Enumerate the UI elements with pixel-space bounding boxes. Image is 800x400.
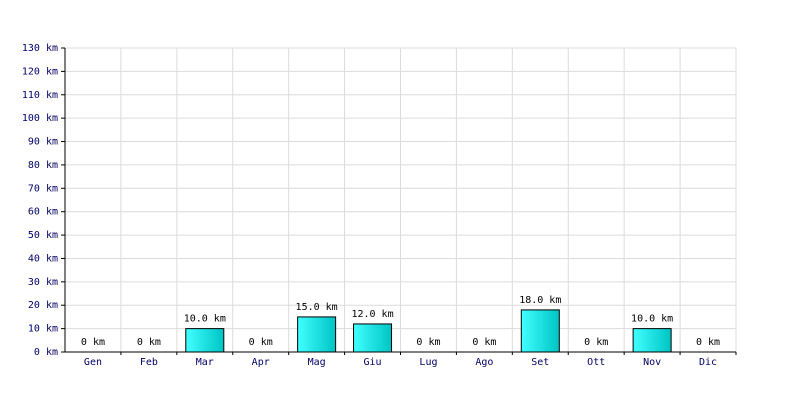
- y-tick-label: 10 km: [28, 324, 58, 335]
- x-tick-label: Apr: [252, 357, 270, 368]
- value-label: 18.0 km: [519, 295, 561, 306]
- value-label: 0 km: [81, 337, 105, 348]
- x-tick-label: Dic: [699, 357, 717, 368]
- x-tick-label: Feb: [140, 357, 158, 368]
- grid: [65, 47, 737, 353]
- value-label: 0 km: [472, 337, 496, 348]
- bar: [353, 323, 393, 353]
- value-label: 0 km: [137, 337, 161, 348]
- y-tick-label: 100 km: [22, 113, 58, 124]
- x-tick-label: Gen: [84, 357, 102, 368]
- x-tick-label: Ott: [587, 357, 605, 368]
- x-tick-label: Ago: [475, 357, 493, 368]
- x-tick-label: Mag: [308, 357, 326, 368]
- x-tick-label: Nov: [643, 357, 661, 368]
- value-label: 12.0 km: [351, 309, 393, 320]
- bar: [185, 328, 225, 353]
- bar: [297, 316, 337, 353]
- y-tick-label: 130 km: [22, 43, 58, 54]
- bar: [520, 309, 560, 353]
- value-label: 0 km: [584, 337, 608, 348]
- value-label: 0 km: [696, 337, 720, 348]
- y-tick-label: 120 km: [22, 66, 58, 77]
- y-tick-label: 110 km: [22, 90, 58, 101]
- y-tick-label: 0 km: [34, 347, 58, 358]
- y-tick-label: 50 km: [28, 230, 58, 241]
- value-label: 10.0 km: [184, 314, 226, 325]
- marks: [185, 309, 672, 353]
- y-tick-label: 30 km: [28, 277, 58, 288]
- x-tick-label: Giu: [364, 357, 382, 368]
- x-tick-label: Mar: [196, 357, 214, 368]
- y-tick-label: 60 km: [28, 207, 58, 218]
- value-label: 15.0 km: [296, 302, 338, 313]
- y-tick-label: 20 km: [28, 300, 58, 311]
- value-label: 10.0 km: [631, 314, 673, 325]
- bar: [632, 328, 672, 353]
- x-tick-label: Set: [531, 357, 549, 368]
- y-tick-label: 80 km: [28, 160, 58, 171]
- value-label: 0 km: [416, 337, 440, 348]
- value-label: 0 km: [249, 337, 273, 348]
- y-tick-label: 70 km: [28, 183, 58, 194]
- y-tick-label: 40 km: [28, 253, 58, 264]
- y-tick-label: 90 km: [28, 137, 58, 148]
- x-tick-label: Lug: [419, 357, 437, 368]
